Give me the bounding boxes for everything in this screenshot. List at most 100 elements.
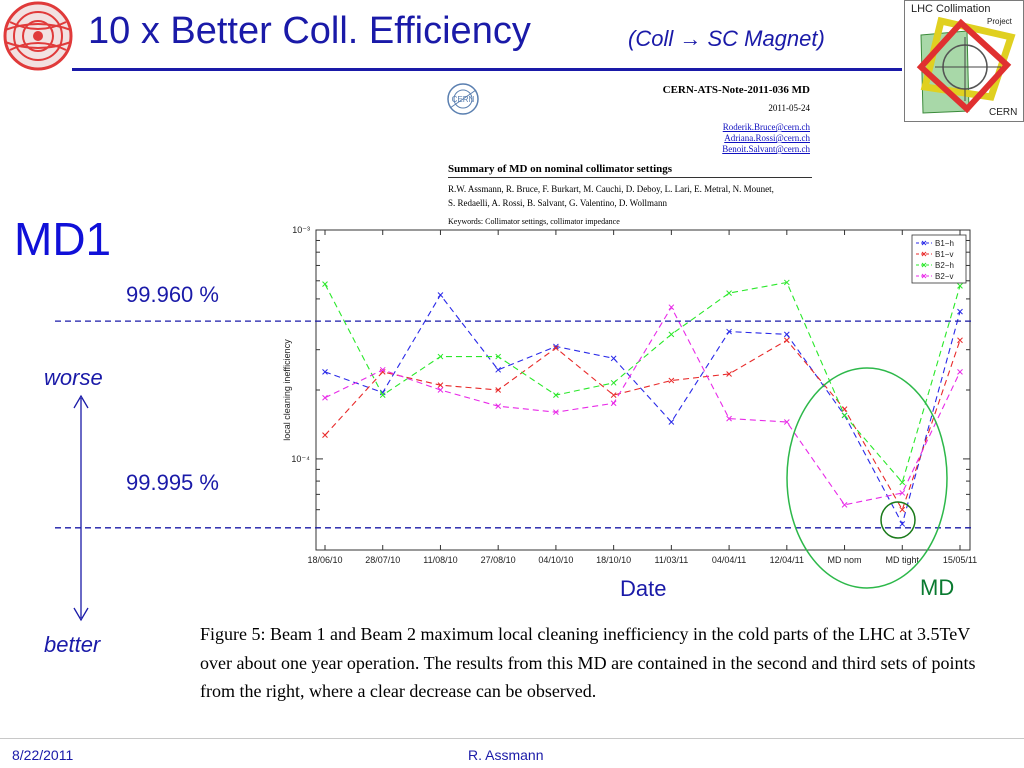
collimation-logo-title: LHC Collimation (911, 3, 991, 15)
footer-rule (0, 738, 1024, 739)
data-point (726, 328, 732, 335)
md-label: MD (920, 575, 955, 600)
note-keywords: Keywords: Collimator settings, collimato… (448, 217, 620, 226)
data-point (437, 292, 444, 298)
note-title: Summary of MD on nominal collimator sett… (448, 163, 673, 175)
collimation-jaws-icon (916, 17, 1016, 114)
data-point (841, 501, 848, 508)
data-point (553, 392, 559, 398)
legend-marker (921, 273, 927, 279)
arrow-up-icon (73, 394, 89, 409)
note-email-link[interactable]: Adriana.Rossi@cern.ch (724, 133, 810, 143)
legend-marker (921, 262, 927, 268)
md1-label: MD1 (14, 213, 112, 265)
figure-caption: Figure 5: Beam 1 and Beam 2 maximum loca… (200, 624, 976, 701)
data-point (553, 343, 559, 350)
series-line (324, 281, 961, 484)
data-point (610, 400, 617, 407)
series-line (324, 294, 961, 526)
lhc-logo-icon (3, 1, 73, 71)
cern-logo-text: CERN (452, 95, 475, 104)
data-point (553, 345, 559, 351)
data-point (553, 409, 559, 416)
data-point (957, 369, 963, 375)
md-highlight-circle (786, 367, 948, 589)
y-tick-label: 10⁻³ (292, 225, 310, 235)
x-tick-label: 11/03/11 (655, 555, 689, 565)
slide-title: 10 x Better Coll. Efficiency (88, 10, 531, 52)
data-point (322, 369, 328, 375)
data-point (899, 521, 906, 527)
note-rule (448, 177, 812, 178)
x-tick-label: MD tight (886, 555, 920, 565)
data-point (668, 377, 675, 384)
data-point (783, 419, 790, 425)
data-point (379, 366, 386, 373)
data-point (668, 304, 675, 311)
legend-label: B1−v (935, 250, 953, 259)
data-point (437, 387, 444, 393)
data-point (437, 353, 444, 360)
note-authors: R.W. Assmann, R. Bruce, F. Burkart, M. C… (448, 184, 774, 194)
data-point (899, 490, 906, 496)
footer-author: R. Assmann (468, 747, 544, 763)
data-point (899, 506, 906, 513)
data-point (668, 419, 675, 425)
note-email-link[interactable]: Benoit.Salvant@cern.ch (722, 144, 810, 154)
x-tick-label: 12/04/11 (770, 555, 804, 565)
data-point (610, 355, 617, 362)
data-point (783, 279, 790, 286)
legend-marker (921, 251, 927, 257)
md-tight-highlight-circle (880, 501, 916, 539)
collimation-logo-cern: CERN (989, 107, 1018, 118)
data-point (495, 403, 502, 410)
data-point (957, 283, 963, 289)
data-point (957, 337, 963, 344)
better-label: better (44, 632, 101, 657)
series-line (324, 306, 961, 506)
slide-subtitle: (Coll → SC Magnet) (628, 26, 825, 51)
x-tick-label: MD nom (828, 555, 862, 565)
cern-logo-icon: CERN (447, 83, 479, 115)
data-point (668, 331, 675, 338)
data-point (322, 394, 328, 401)
legend-label: B2−h (935, 261, 954, 270)
legend-label: B2−v (935, 272, 953, 281)
legend-label: B1−h (935, 239, 954, 248)
data-point (783, 337, 790, 344)
x-tick-label: 04/04/11 (712, 555, 746, 565)
data-point (726, 371, 732, 377)
data-point (841, 412, 848, 419)
data-point (379, 392, 386, 398)
note-authors: S. Redaelli, A. Rossi, B. Salvant, G. Va… (448, 198, 667, 208)
x-tick-label: 18/06/10 (307, 555, 342, 565)
date-axis-label: Date (620, 576, 667, 601)
worse-label: worse (44, 365, 103, 390)
data-point (322, 432, 328, 439)
x-tick-label: 15/05/11 (943, 555, 977, 565)
collimation-logo-project: Project (987, 17, 1012, 26)
data-point (610, 379, 617, 386)
data-point (957, 308, 963, 315)
data-point (495, 387, 502, 393)
data-point (495, 353, 502, 360)
threshold-upper-label: 99.960 % (126, 282, 219, 307)
data-point (726, 290, 732, 296)
note-email-link[interactable]: Roderik.Bruce@cern.ch (722, 122, 810, 132)
footer-date: 8/22/2011 (12, 747, 74, 763)
arrow-down-icon (73, 607, 89, 622)
note-date: 2011-05-24 (768, 103, 810, 113)
data-point (726, 415, 732, 422)
y-tick-label: 10⁻⁴ (291, 454, 310, 464)
data-point (899, 479, 906, 486)
data-point (610, 392, 617, 398)
legend-marker (921, 240, 927, 246)
x-tick-label: 18/10/10 (596, 555, 631, 565)
data-point (322, 281, 328, 288)
y-axis-label: local cleaning inefficiency (282, 339, 292, 441)
data-point (437, 382, 444, 389)
threshold-lower-label: 99.995 % (126, 470, 219, 495)
data-point (495, 366, 502, 373)
title-underline (72, 68, 902, 71)
